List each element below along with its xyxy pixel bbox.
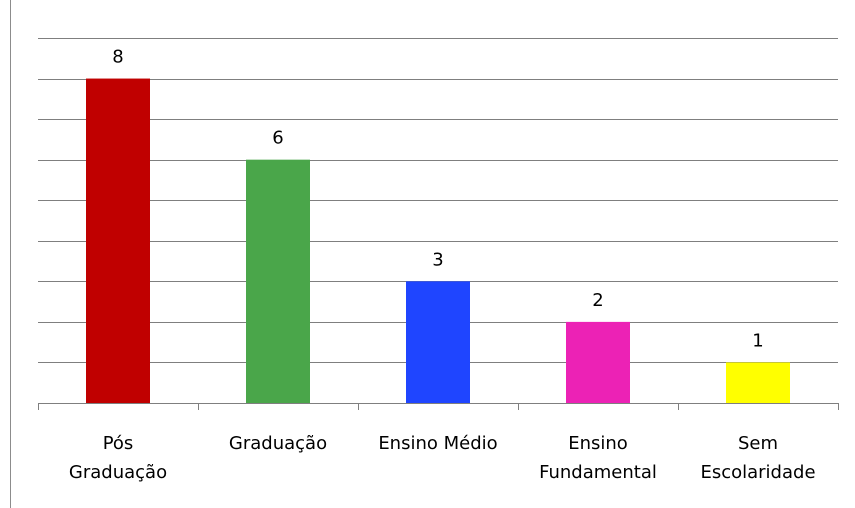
data-label: 8	[112, 47, 123, 68]
data-label: 6	[272, 128, 283, 149]
x-tick-label: Fundamental	[539, 462, 657, 483]
bar	[246, 159, 310, 403]
x-tick-label: Graduação	[69, 462, 167, 483]
x-tick-label: Graduação	[229, 433, 327, 454]
x-tick-label: Escolaridade	[700, 462, 815, 483]
x-tick-label: Sem	[738, 433, 778, 454]
data-label: 2	[592, 290, 603, 311]
frame-border	[10, 0, 11, 508]
bar	[406, 281, 470, 403]
x-tick-label: Ensino	[568, 433, 628, 454]
bar	[726, 362, 790, 403]
data-label: 1	[752, 330, 763, 351]
data-label: 3	[432, 249, 443, 270]
bar	[86, 78, 150, 404]
x-tick-label: Pós	[103, 433, 134, 454]
x-tick-label: Ensino Médio	[378, 433, 497, 454]
bar	[566, 321, 630, 403]
